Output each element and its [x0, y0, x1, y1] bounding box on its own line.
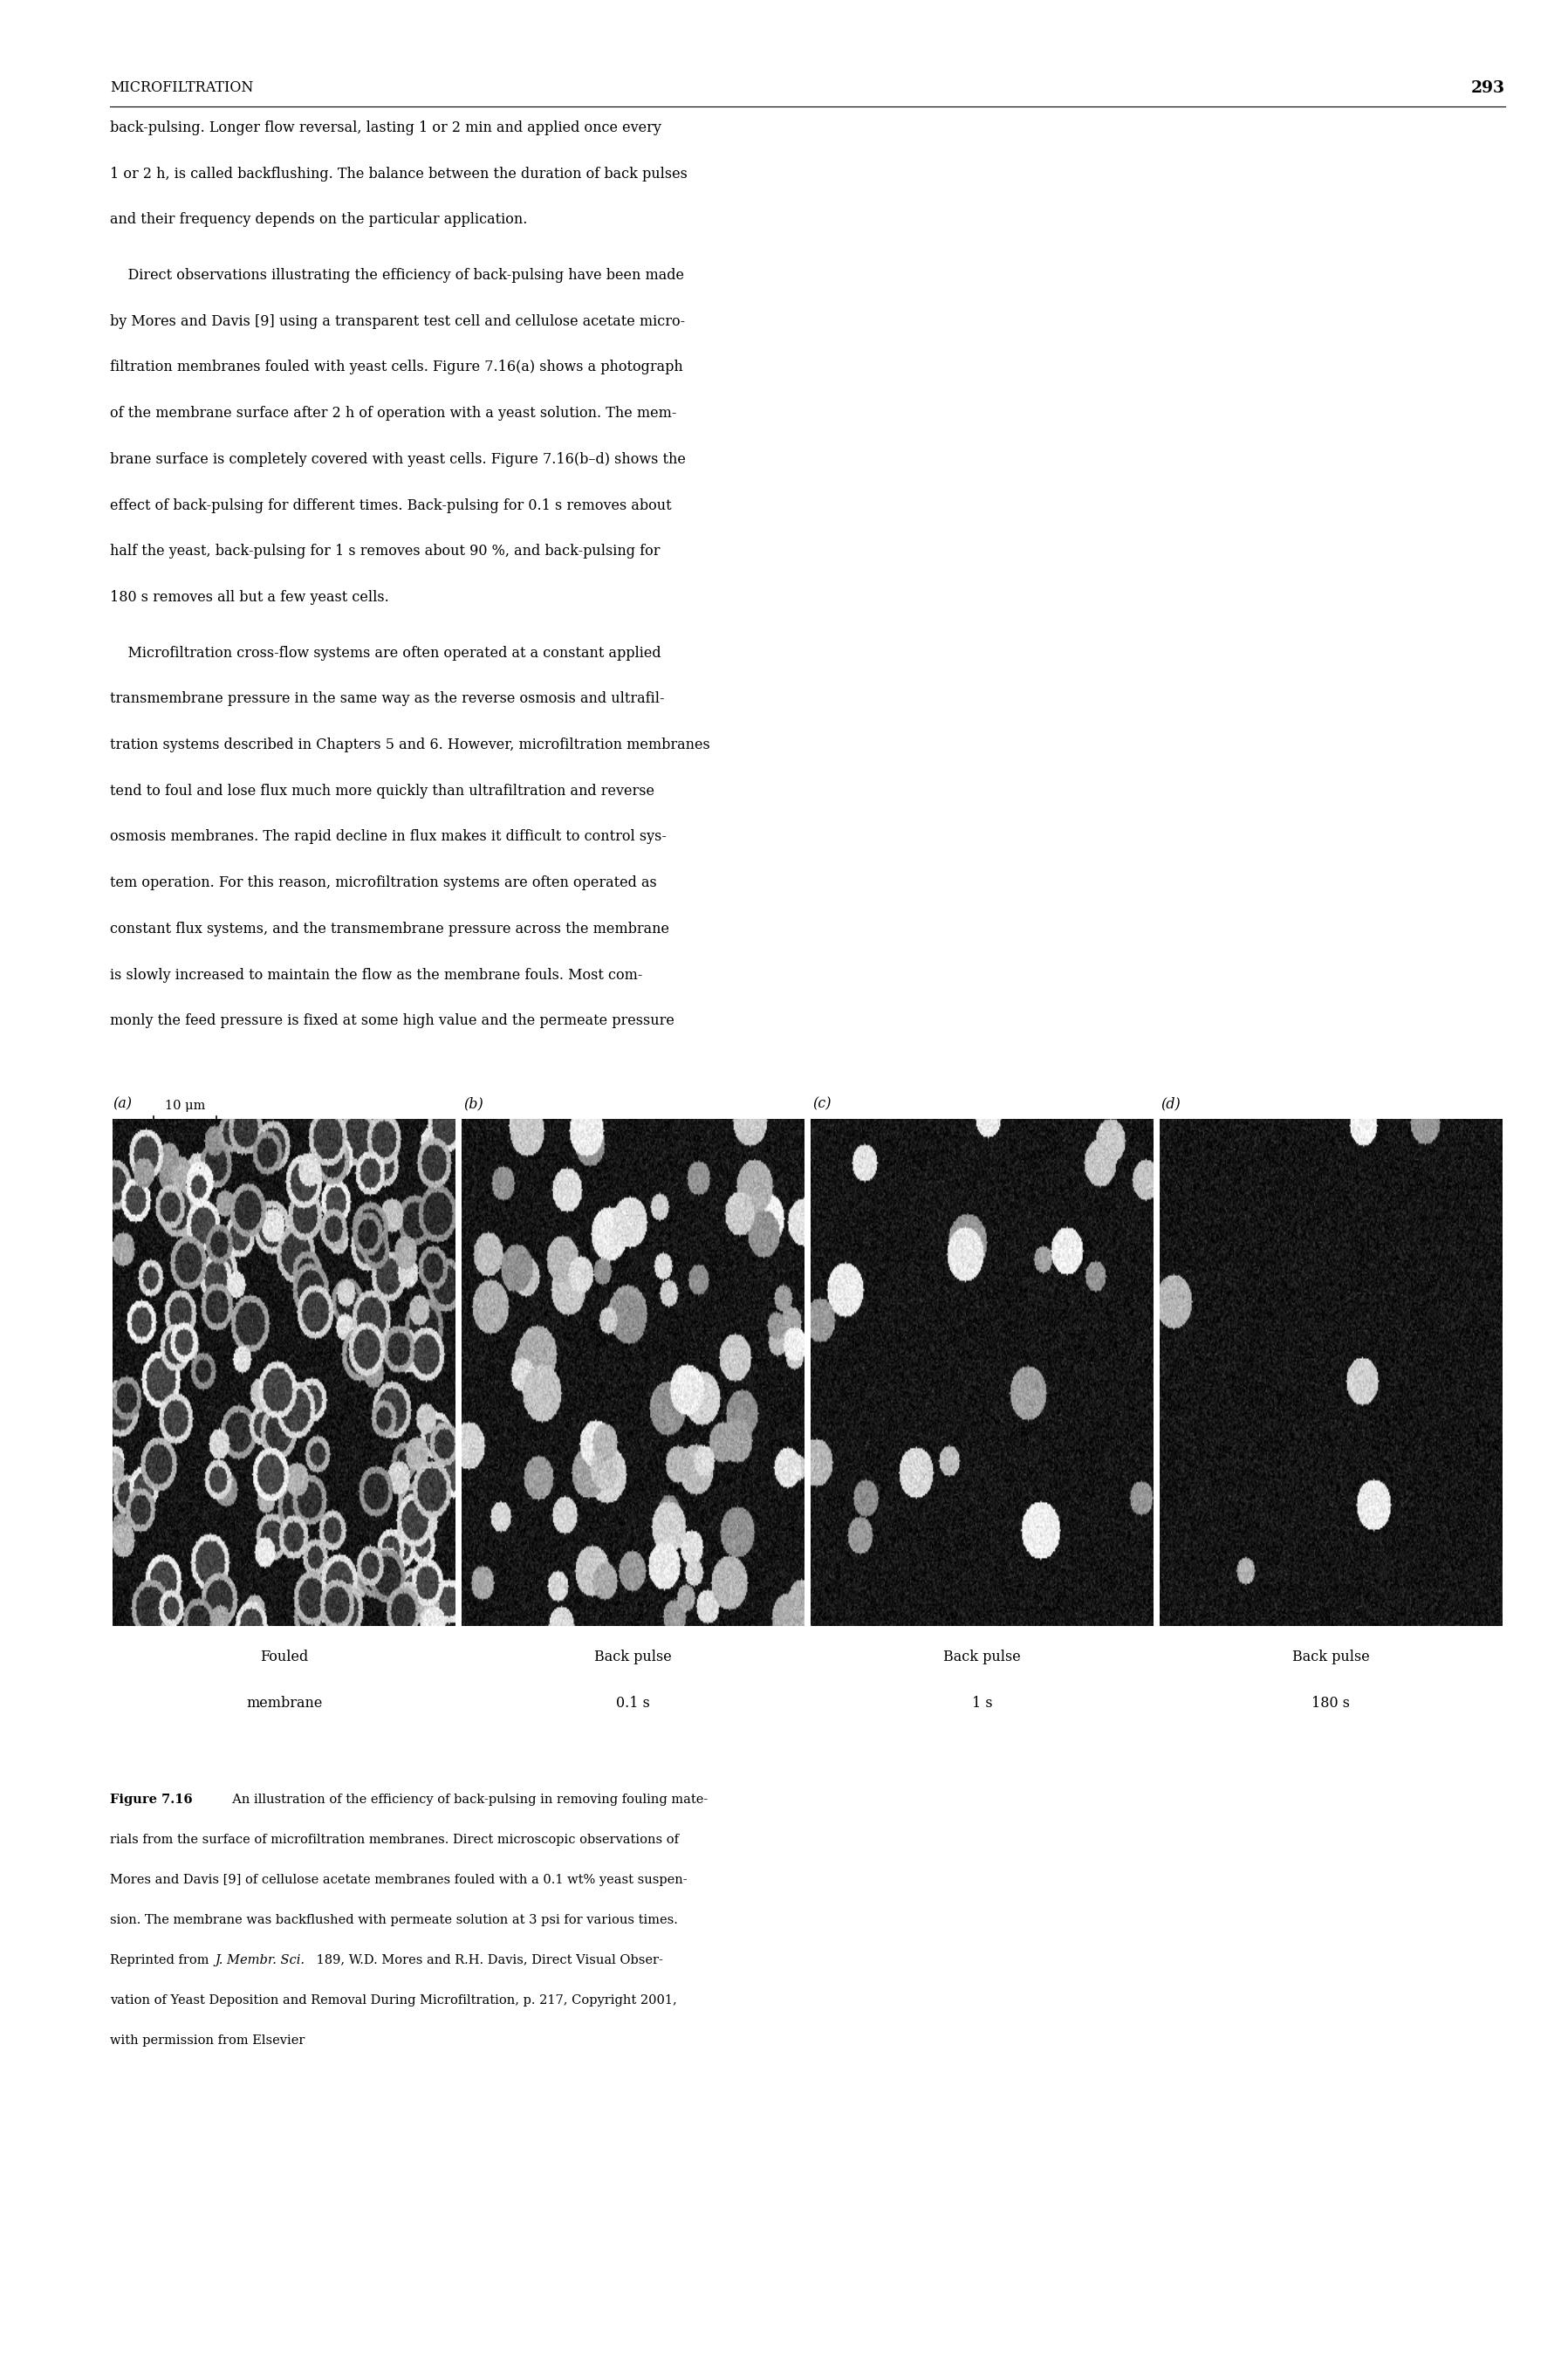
Text: Reprinted from: Reprinted from — [110, 1954, 213, 1966]
Text: 10 μm: 10 μm — [165, 1100, 205, 1112]
Text: filtration membranes fouled with yeast cells. Figure 7.16(a) shows a photograph: filtration membranes fouled with yeast c… — [110, 359, 682, 375]
Text: (c): (c) — [812, 1097, 831, 1112]
Text: is slowly increased to maintain the flow as the membrane fouls. Most com-: is slowly increased to maintain the flow… — [110, 968, 643, 982]
Text: by Mores and Davis [9] using a transparent test cell and cellulose acetate micro: by Mores and Davis [9] using a transpare… — [110, 314, 685, 328]
Text: half the yeast, back-pulsing for 1 s removes about 90 %, and back-pulsing for: half the yeast, back-pulsing for 1 s rem… — [110, 543, 660, 559]
Text: transmembrane pressure in the same way as the reverse osmosis and ultrafil-: transmembrane pressure in the same way a… — [110, 691, 665, 706]
Text: Back pulse: Back pulse — [594, 1650, 671, 1664]
Text: rials from the surface of microfiltration membranes. Direct microscopic observat: rials from the surface of microfiltratio… — [110, 1834, 679, 1846]
Text: 189, W.D. Mores and R.H. Davis, Direct Visual Obser-: 189, W.D. Mores and R.H. Davis, Direct V… — [312, 1954, 663, 1966]
Text: 293: 293 — [1471, 80, 1505, 97]
Text: Microfiltration cross-flow systems are often operated at a constant applied: Microfiltration cross-flow systems are o… — [110, 644, 660, 661]
Text: 1 or 2 h, is called backflushing. The balance between the duration of back pulse: 1 or 2 h, is called backflushing. The ba… — [110, 165, 687, 182]
Text: brane surface is completely covered with yeast cells. Figure 7.16(b–d) shows the: brane surface is completely covered with… — [110, 451, 685, 467]
Text: monly the feed pressure is fixed at some high value and the permeate pressure: monly the feed pressure is fixed at some… — [110, 1012, 674, 1029]
Text: 180 s removes all but a few yeast cells.: 180 s removes all but a few yeast cells. — [110, 590, 389, 604]
Text: Mores and Davis [9] of cellulose acetate membranes fouled with a 0.1 wt% yeast s: Mores and Davis [9] of cellulose acetate… — [110, 1874, 687, 1886]
Text: tem operation. For this reason, microfiltration systems are often operated as: tem operation. For this reason, microfil… — [110, 876, 657, 890]
Text: J. Membr. Sci.: J. Membr. Sci. — [215, 1954, 304, 1966]
Text: constant flux systems, and the transmembrane pressure across the membrane: constant flux systems, and the transmemb… — [110, 920, 670, 937]
Text: Direct observations illustrating the efficiency of back-pulsing have been made: Direct observations illustrating the eff… — [110, 269, 684, 283]
Text: membrane: membrane — [246, 1694, 323, 1711]
Text: Fouled: Fouled — [260, 1650, 309, 1664]
Text: 1 s: 1 s — [972, 1694, 993, 1711]
Text: tration systems described in Chapters 5 and 6. However, microfiltration membrane: tration systems described in Chapters 5 … — [110, 736, 710, 753]
Text: effect of back-pulsing for different times. Back-pulsing for 0.1 s removes about: effect of back-pulsing for different tim… — [110, 498, 671, 512]
Text: vation of Yeast Deposition and Removal During Microfiltration, p. 217, Copyright: vation of Yeast Deposition and Removal D… — [110, 1994, 677, 2006]
Text: with permission from Elsevier: with permission from Elsevier — [110, 2034, 304, 2046]
Text: MICROFILTRATION: MICROFILTRATION — [110, 80, 252, 94]
Text: tend to foul and lose flux much more quickly than ultrafiltration and reverse: tend to foul and lose flux much more qui… — [110, 784, 654, 798]
Text: back-pulsing. Longer flow reversal, lasting 1 or 2 min and applied once every: back-pulsing. Longer flow reversal, last… — [110, 120, 662, 135]
Text: osmosis membranes. The rapid decline in flux makes it difficult to control sys-: osmosis membranes. The rapid decline in … — [110, 828, 666, 845]
Text: Back pulse: Back pulse — [944, 1650, 1021, 1664]
Text: An illustration of the efficiency of back-pulsing in removing fouling mate-: An illustration of the efficiency of bac… — [224, 1794, 707, 1805]
Text: 180 s: 180 s — [1312, 1694, 1350, 1711]
Text: of the membrane surface after 2 h of operation with a yeast solution. The mem-: of the membrane surface after 2 h of ope… — [110, 406, 676, 420]
Text: Figure 7.16: Figure 7.16 — [110, 1794, 193, 1805]
Text: (b): (b) — [464, 1097, 483, 1112]
Text: and their frequency depends on the particular application.: and their frequency depends on the parti… — [110, 212, 527, 227]
Text: sion. The membrane was backflushed with permeate solution at 3 psi for various t: sion. The membrane was backflushed with … — [110, 1914, 677, 1926]
Text: 0.1 s: 0.1 s — [616, 1694, 651, 1711]
Text: Back pulse: Back pulse — [1292, 1650, 1369, 1664]
Text: (d): (d) — [1160, 1097, 1181, 1112]
Text: (a): (a) — [113, 1097, 132, 1112]
